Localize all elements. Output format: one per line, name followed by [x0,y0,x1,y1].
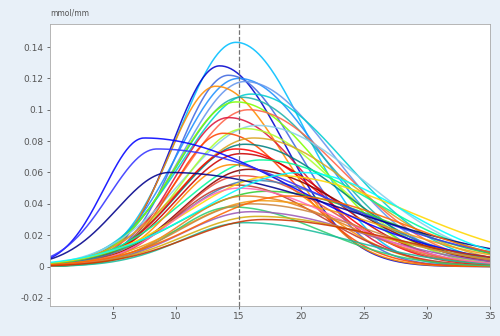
Text: mmol/mm: mmol/mm [50,9,89,18]
